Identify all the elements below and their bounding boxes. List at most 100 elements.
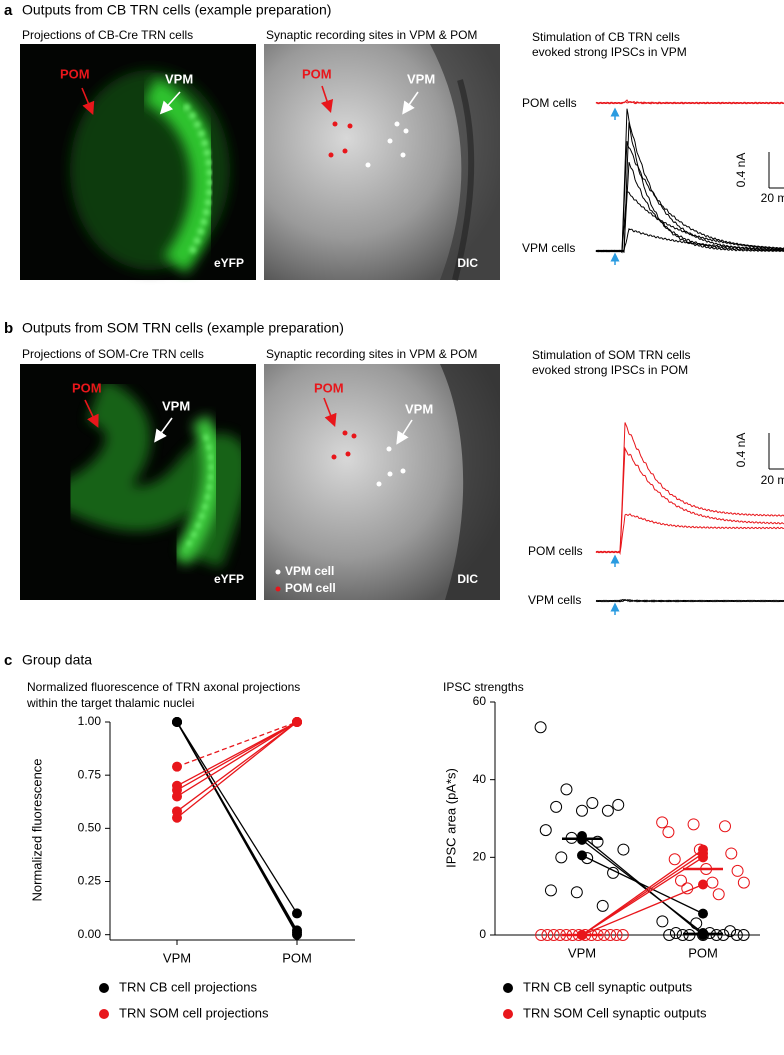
paired-point	[698, 928, 708, 939]
pair-line	[176, 721, 298, 819]
cell-point	[586, 796, 599, 809]
region-label: POM	[302, 66, 332, 81]
cell-point	[550, 800, 563, 813]
legend-marker	[99, 983, 109, 993]
legend-marker	[503, 983, 513, 993]
region-label: POM	[60, 66, 90, 81]
chart-title: Normalized fluorescence of TRN axonal pr…	[27, 680, 300, 694]
arrow	[84, 399, 99, 428]
pair-line	[176, 721, 298, 768]
fluorescence-image	[20, 364, 256, 600]
panel-letter: c	[4, 652, 12, 669]
region-label: VPM	[165, 71, 193, 86]
y-axis-label: Normalized fluorescence	[29, 758, 44, 901]
region-label: POM	[72, 380, 102, 395]
scale-label: 20 ms	[761, 473, 784, 487]
image-caption: Synaptic recording sites in VPM & POM	[266, 28, 477, 42]
arrow	[159, 91, 181, 115]
arrow	[154, 417, 173, 443]
dic-image	[264, 364, 500, 600]
panel-title: Group data	[22, 652, 92, 668]
legend-label: VPM cell	[285, 564, 334, 578]
legend-label: TRN SOM cell projections	[119, 1005, 269, 1020]
panel-letter: a	[4, 2, 13, 19]
trace	[595, 513, 784, 554]
cell-point	[555, 851, 568, 864]
charts: 0.00 0.25 0.50 0.75 1.00 VPM POM TRN CB cell pr…	[78, 694, 760, 1020]
y-tick-label: 0.25	[78, 874, 102, 888]
pair-line	[581, 835, 704, 936]
stain-label: eYFP	[214, 256, 244, 270]
row-label: POM cells	[528, 544, 583, 558]
traces	[595, 422, 784, 615]
cell-point	[604, 929, 617, 941]
region-label: VPM	[162, 398, 190, 413]
cell-point	[706, 876, 719, 889]
legend-marker	[99, 1009, 109, 1019]
cell-point	[669, 927, 682, 940]
stain-label: DIC	[457, 572, 478, 586]
stain-label: DIC	[457, 256, 478, 270]
pair-line	[581, 883, 704, 936]
cell-point	[687, 818, 700, 831]
pair-line	[581, 839, 704, 934]
traces	[595, 99, 784, 265]
y-tick-label: 1.00	[78, 714, 102, 728]
pair-line	[176, 721, 298, 791]
scale-label: 0.4 nA	[734, 153, 748, 188]
cell-point	[731, 864, 744, 877]
arrow	[320, 85, 334, 114]
legend-label: TRN CB cell synaptic outputs	[523, 979, 693, 994]
row-label: POM cells	[522, 96, 577, 110]
chart-title: IPSC strengths	[443, 680, 524, 694]
data-point	[292, 908, 302, 919]
data-point	[292, 717, 302, 727]
scale-label: 0.4 nA	[734, 433, 748, 468]
trace	[595, 99, 784, 105]
pair-line	[581, 856, 704, 936]
trace	[595, 161, 784, 253]
fluorescence-image	[20, 44, 256, 280]
trace	[595, 101, 784, 105]
y-tick-label: 0.00	[78, 927, 102, 941]
data-point	[172, 717, 182, 727]
legend-label: TRN SOM Cell synaptic outputs	[523, 1005, 707, 1020]
y-tick-label: 0.75	[78, 767, 102, 781]
legend-marker	[503, 1009, 513, 1019]
pair-line	[176, 721, 298, 936]
cell-point	[663, 929, 676, 941]
cell-point	[725, 847, 738, 860]
data-point	[172, 761, 182, 772]
pair-line	[176, 721, 298, 797]
trace	[595, 191, 784, 253]
cell-point	[737, 876, 750, 889]
region-label: VPM	[405, 401, 433, 416]
image-caption: Synaptic recording sites in VPM & POM	[266, 347, 477, 361]
y-axis-label: IPSC area (pA*s)	[443, 768, 458, 868]
data-point	[172, 791, 182, 802]
cell-point	[730, 929, 743, 941]
y-tick-label: 0	[479, 927, 486, 941]
cell-point	[601, 804, 614, 817]
cell-point	[656, 915, 669, 928]
dic-image	[264, 44, 500, 281]
cell-point	[662, 826, 675, 839]
cell-point	[719, 820, 731, 833]
paired-point	[577, 834, 587, 845]
y-tick-label: 60	[473, 694, 487, 708]
cell-point	[612, 798, 625, 811]
trace-caption: evoked strong IPSCs in VPM	[532, 45, 687, 59]
region-label: VPM	[407, 71, 435, 86]
x-tick-label: VPM	[163, 950, 191, 965]
arrow	[323, 397, 337, 427]
chart-title: within the target thalamic nuclei	[26, 696, 194, 710]
x-tick-label: POM	[688, 945, 718, 960]
cell-point	[675, 874, 687, 887]
y-tick-label: 40	[473, 772, 487, 786]
image-caption: Projections of CB-Cre TRN cells	[22, 28, 193, 42]
paired-point	[577, 930, 587, 940]
cell-point	[610, 929, 623, 941]
cell-point	[656, 816, 669, 829]
trace	[595, 422, 784, 554]
